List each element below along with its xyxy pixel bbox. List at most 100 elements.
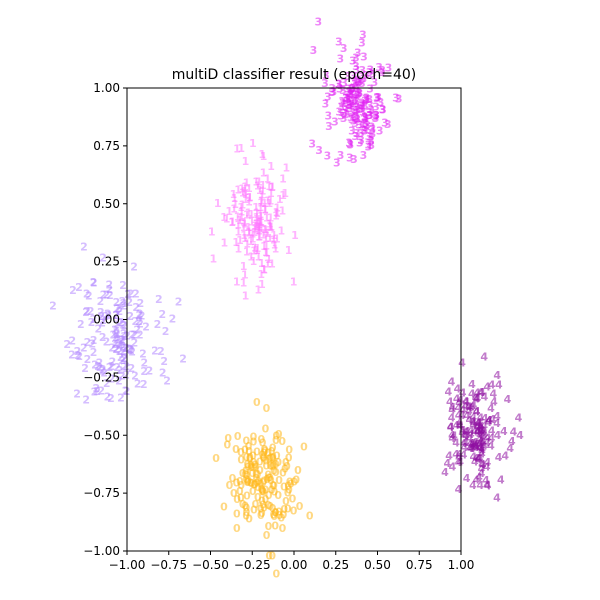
point-class-4: 4: [475, 416, 483, 429]
point-class-4: 4: [476, 428, 484, 441]
point-class-3: 3: [347, 87, 355, 100]
point-class-0: 0: [248, 461, 256, 474]
point-class-4: 4: [477, 425, 485, 438]
point-class-0: 0: [270, 510, 278, 523]
point-class-1: 1: [248, 216, 256, 229]
point-class-3: 3: [348, 97, 356, 110]
point-class-0: 0: [244, 458, 252, 471]
point-class-2: 2: [128, 362, 136, 375]
point-class-0: 0: [272, 458, 280, 471]
point-class-4: 4: [448, 412, 456, 425]
point-class-4: 4: [480, 351, 488, 364]
point-class-0: 0: [234, 430, 242, 443]
point-class-4: 4: [476, 441, 484, 454]
point-class-0: 0: [259, 486, 267, 499]
point-class-3: 3: [347, 96, 355, 109]
point-class-4: 4: [476, 423, 484, 436]
point-class-0: 0: [258, 483, 266, 496]
point-class-2: 2: [99, 251, 107, 264]
point-class-2: 2: [135, 315, 143, 328]
point-class-3: 3: [340, 76, 348, 89]
point-class-1: 1: [264, 172, 272, 185]
point-class-2: 2: [112, 343, 120, 356]
point-class-1: 1: [252, 217, 260, 230]
point-class-2: 2: [49, 300, 57, 313]
point-class-4: 4: [466, 432, 474, 445]
point-class-3: 3: [345, 136, 353, 149]
point-class-1: 1: [253, 220, 261, 233]
point-class-4: 4: [475, 453, 483, 466]
point-class-1: 1: [241, 181, 249, 194]
point-class-0: 0: [275, 506, 283, 519]
point-class-1: 1: [290, 276, 298, 289]
point-class-1: 1: [255, 218, 263, 231]
point-class-4: 4: [454, 383, 462, 396]
point-class-0: 0: [254, 481, 262, 494]
point-class-2: 2: [63, 338, 71, 351]
point-class-2: 2: [84, 336, 92, 349]
point-class-1: 1: [249, 137, 257, 150]
point-class-2: 2: [75, 350, 83, 363]
point-class-2: 2: [154, 318, 162, 331]
point-class-1: 1: [261, 203, 269, 216]
point-class-2: 2: [140, 378, 148, 391]
point-class-1: 1: [255, 221, 263, 234]
point-class-3: 3: [347, 88, 355, 101]
point-class-2: 2: [96, 361, 104, 374]
x-tick-label: 0.25: [322, 558, 349, 572]
point-class-1: 1: [255, 176, 263, 189]
point-class-0: 0: [258, 494, 266, 507]
point-class-4: 4: [478, 424, 486, 437]
point-class-4: 4: [476, 479, 484, 492]
point-class-0: 0: [285, 444, 293, 457]
point-class-0: 0: [257, 503, 265, 516]
point-class-3: 3: [361, 110, 369, 123]
point-class-4: 4: [483, 436, 491, 449]
point-class-3: 3: [377, 96, 385, 109]
point-class-3: 3: [337, 110, 345, 123]
point-class-2: 2: [131, 337, 139, 350]
point-class-1: 1: [245, 182, 253, 195]
point-class-3: 3: [366, 64, 374, 77]
point-class-0: 0: [239, 467, 247, 480]
point-class-3: 3: [358, 64, 366, 77]
point-class-1: 1: [268, 258, 276, 271]
point-class-0: 0: [236, 485, 244, 498]
point-class-4: 4: [477, 442, 485, 455]
x-tick-label: 0.50: [364, 558, 391, 572]
point-class-2: 2: [160, 355, 168, 368]
point-class-2: 2: [112, 309, 120, 322]
point-class-0: 0: [265, 452, 273, 465]
point-class-3: 3: [360, 73, 368, 86]
point-class-2: 2: [138, 309, 146, 322]
point-class-0: 0: [243, 490, 251, 503]
point-class-0: 0: [262, 493, 270, 506]
point-class-3: 3: [324, 91, 332, 104]
point-class-4: 4: [460, 449, 468, 462]
point-class-4: 4: [453, 392, 461, 405]
point-class-1: 1: [237, 211, 245, 224]
point-class-4: 4: [453, 419, 461, 432]
point-class-2: 2: [90, 277, 98, 290]
point-class-3: 3: [321, 77, 329, 90]
point-class-1: 1: [256, 208, 264, 221]
point-class-1: 1: [245, 225, 253, 238]
point-class-1: 1: [232, 236, 240, 249]
point-class-2: 2: [75, 281, 83, 294]
point-class-2: 2: [124, 288, 132, 301]
y-tick-label: 1.00: [93, 81, 120, 95]
point-class-2: 2: [169, 313, 177, 326]
point-class-1: 1: [268, 180, 276, 193]
point-class-1: 1: [229, 216, 237, 229]
x-tick-label: 1.00: [448, 558, 475, 572]
point-class-0: 0: [236, 475, 244, 488]
point-class-0: 0: [250, 436, 258, 449]
point-class-1: 1: [264, 257, 272, 270]
y-tick-label: 0.25: [93, 255, 120, 269]
point-class-1: 1: [225, 205, 233, 218]
point-class-4: 4: [462, 430, 470, 443]
point-class-4: 4: [456, 419, 464, 432]
point-class-3: 3: [358, 97, 366, 110]
point-class-4: 4: [462, 426, 470, 439]
point-class-0: 0: [267, 452, 275, 465]
